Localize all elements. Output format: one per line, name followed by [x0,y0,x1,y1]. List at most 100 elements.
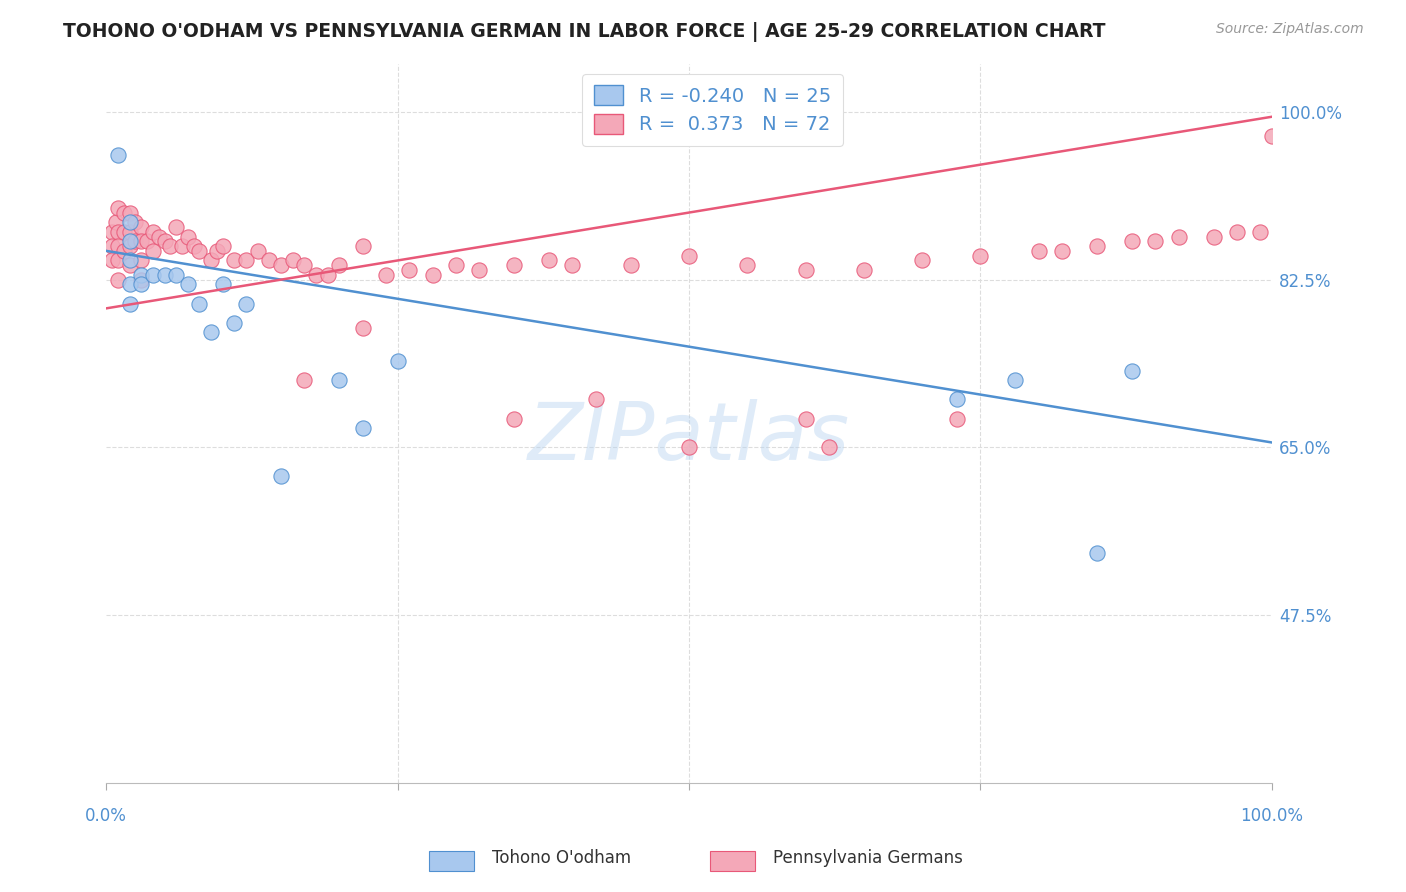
Point [142,244,165,258]
Text: Pennsylvania Germans: Pennsylvania Germans [773,849,963,867]
Point [678,249,700,263]
Point [794,411,817,425]
Point [159,239,181,253]
Point [235,253,257,268]
Point [292,258,315,272]
Point [107,239,129,253]
Point [1121,235,1143,249]
Point [1121,364,1143,378]
Point [118,296,141,310]
Point [129,253,152,268]
Point [112,244,135,258]
Point [1226,225,1249,239]
Point [129,268,152,282]
Text: Source: ZipAtlas.com: Source: ZipAtlas.com [1216,22,1364,37]
Point [1167,229,1189,244]
Point [387,354,409,368]
Point [1144,235,1167,249]
Point [444,258,467,272]
Point [398,263,420,277]
Point [259,253,281,268]
Point [118,239,141,253]
Point [200,326,222,340]
Point [200,253,222,268]
Point [183,239,205,253]
Point [129,272,152,286]
Point [678,440,700,454]
Point [1261,128,1284,143]
Text: TOHONO O'ODHAM VS PENNSYLVANIA GERMAN IN LABOR FORCE | AGE 25-29 CORRELATION CHA: TOHONO O'ODHAM VS PENNSYLVANIA GERMAN IN… [63,22,1105,42]
Point [235,296,257,310]
Point [737,258,759,272]
Point [281,253,304,268]
Point [205,244,228,258]
Point [112,225,135,239]
Text: Tohono O'odham: Tohono O'odham [492,849,631,867]
Point [270,469,292,483]
Point [1028,244,1050,258]
Point [107,253,129,268]
Point [188,244,211,258]
Point [585,392,607,407]
Point [148,229,170,244]
Point [107,148,129,162]
Point [969,249,991,263]
Point [136,235,159,249]
Point [352,239,374,253]
Point [468,263,491,277]
Point [352,421,374,435]
Point [292,373,315,387]
Point [503,258,526,272]
Point [620,258,643,272]
Point [118,225,141,239]
Point [352,320,374,334]
Point [107,225,129,239]
Point [1085,239,1108,253]
Point [177,229,200,244]
Point [224,253,246,268]
Point [124,235,146,249]
Point [246,244,269,258]
Point [852,263,875,277]
Point [211,277,233,292]
Text: 0.0%: 0.0% [86,806,127,824]
Point [153,235,176,249]
Point [118,277,141,292]
Point [1085,546,1108,560]
Point [118,235,141,249]
Point [170,239,193,253]
Point [818,440,841,454]
Point [1050,244,1073,258]
Point [101,225,124,239]
Point [794,263,817,277]
Point [177,277,200,292]
Point [165,268,187,282]
Point [165,219,187,234]
Point [129,277,152,292]
Point [946,411,969,425]
Point [375,268,398,282]
Point [188,296,211,310]
Point [112,205,135,219]
Point [107,272,129,286]
Point [422,268,444,282]
Point [538,253,561,268]
Point [118,215,141,229]
Point [142,268,165,282]
Point [316,268,339,282]
Point [129,235,152,249]
Point [1202,229,1225,244]
Point [101,253,124,268]
Point [118,205,141,219]
Point [328,258,350,272]
Point [911,253,934,268]
Point [153,268,176,282]
Point [1249,225,1271,239]
Point [118,253,141,268]
Point [129,219,152,234]
Point [270,258,292,272]
Point [107,201,129,215]
Point [328,373,350,387]
Point [946,392,969,407]
Point [224,316,246,330]
